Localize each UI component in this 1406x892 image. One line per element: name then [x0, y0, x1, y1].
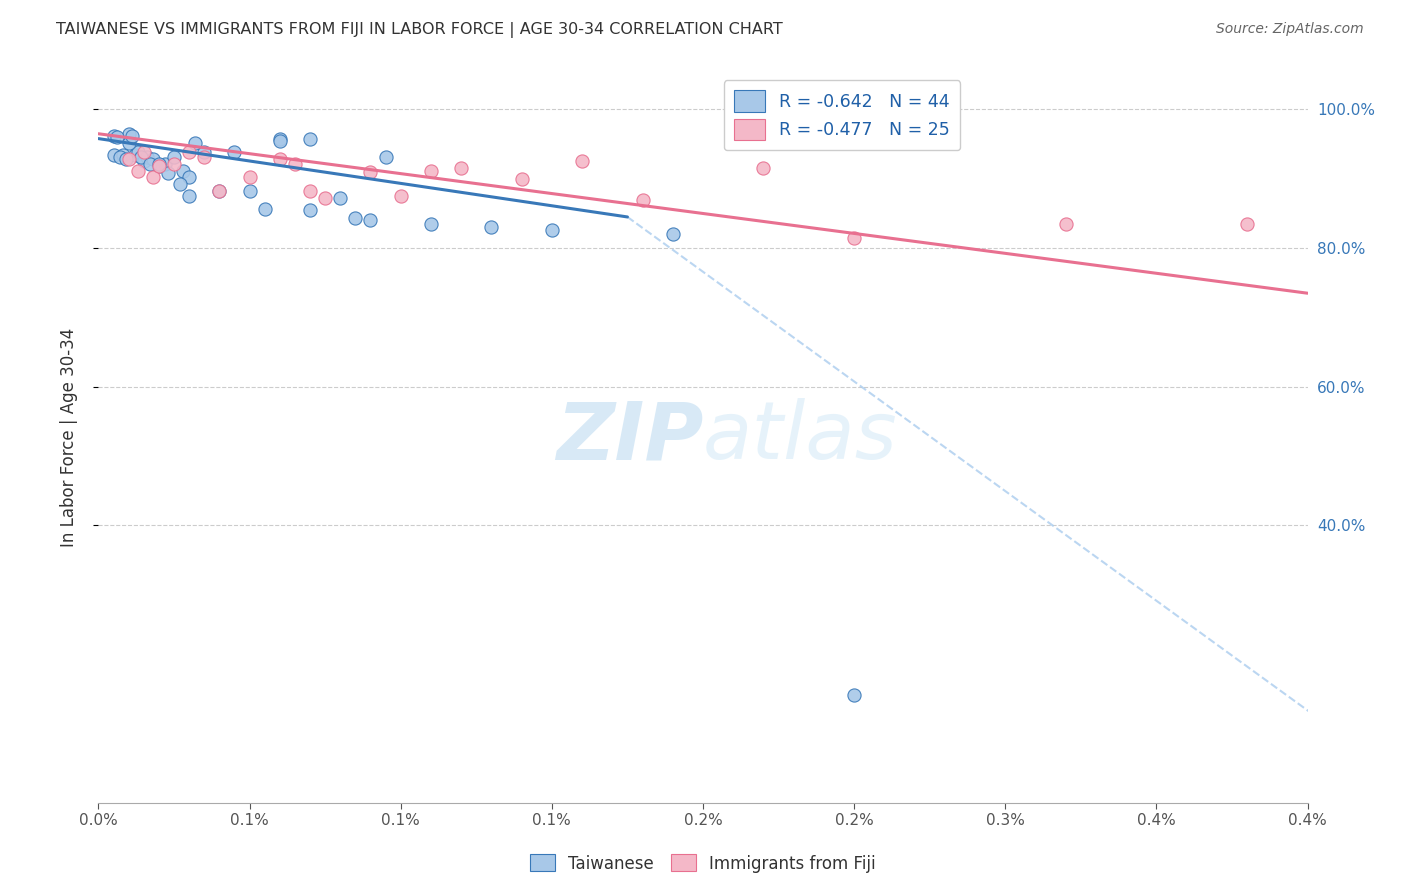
Legend: Taiwanese, Immigrants from Fiji: Taiwanese, Immigrants from Fiji — [523, 847, 883, 880]
Point — [132, 145, 155, 160]
Point — [124, 147, 146, 161]
Point — [253, 202, 276, 217]
Point — [450, 161, 472, 176]
Point — [118, 153, 141, 167]
Point — [148, 159, 170, 173]
Point — [269, 134, 291, 148]
Point — [631, 193, 654, 207]
Point — [239, 170, 262, 185]
Point — [139, 156, 162, 170]
Point — [420, 163, 443, 178]
Point — [121, 128, 143, 143]
Point — [114, 153, 136, 167]
Point — [127, 145, 149, 160]
Point — [299, 131, 322, 145]
Point — [108, 150, 131, 164]
Point — [208, 184, 231, 198]
Point — [142, 153, 165, 167]
Point — [132, 154, 155, 169]
Point — [510, 171, 533, 186]
Point — [571, 154, 593, 169]
Point — [111, 147, 134, 161]
Point — [360, 165, 382, 179]
Point — [844, 689, 866, 703]
Point — [103, 147, 125, 161]
Point — [360, 213, 382, 227]
Point — [374, 150, 396, 164]
Point — [179, 170, 201, 185]
Point — [208, 184, 231, 198]
Point — [239, 184, 262, 198]
Point — [172, 163, 194, 178]
Point — [127, 163, 149, 178]
Point — [163, 150, 186, 164]
Point — [129, 150, 152, 164]
Point — [269, 153, 291, 167]
Point — [1236, 217, 1258, 231]
Point — [148, 156, 170, 170]
Point — [540, 223, 562, 237]
Y-axis label: In Labor Force | Age 30-34: In Labor Force | Age 30-34 — [59, 327, 77, 547]
Point — [118, 136, 141, 150]
Point — [193, 145, 215, 160]
Point — [1054, 217, 1077, 231]
Point — [329, 191, 352, 205]
Point — [118, 127, 141, 141]
Point — [844, 231, 866, 245]
Point — [169, 178, 191, 192]
Point — [269, 131, 291, 145]
Point — [103, 128, 125, 143]
Point — [135, 150, 157, 164]
Point — [224, 145, 246, 160]
Point — [752, 161, 775, 176]
Point — [344, 211, 367, 226]
Point — [284, 156, 307, 170]
Point — [179, 189, 201, 203]
Text: ZIP: ZIP — [555, 398, 703, 476]
Point — [163, 156, 186, 170]
Text: atlas: atlas — [703, 398, 898, 476]
Point — [179, 145, 201, 160]
Point — [105, 129, 128, 144]
Point — [299, 184, 322, 198]
Point — [148, 159, 170, 173]
Point — [299, 202, 322, 217]
Point — [184, 136, 207, 150]
Point — [193, 150, 215, 164]
Point — [389, 189, 412, 203]
Legend: R = -0.642   N = 44, R = -0.477   N = 25: R = -0.642 N = 44, R = -0.477 N = 25 — [724, 80, 960, 150]
Point — [662, 227, 685, 242]
Point — [156, 166, 179, 180]
Text: Source: ZipAtlas.com: Source: ZipAtlas.com — [1216, 22, 1364, 37]
Point — [481, 220, 503, 235]
Point — [420, 217, 443, 231]
Text: TAIWANESE VS IMMIGRANTS FROM FIJI IN LABOR FORCE | AGE 30-34 CORRELATION CHART: TAIWANESE VS IMMIGRANTS FROM FIJI IN LAB… — [56, 22, 783, 38]
Point — [153, 156, 176, 170]
Point — [314, 191, 336, 205]
Point — [142, 170, 165, 185]
